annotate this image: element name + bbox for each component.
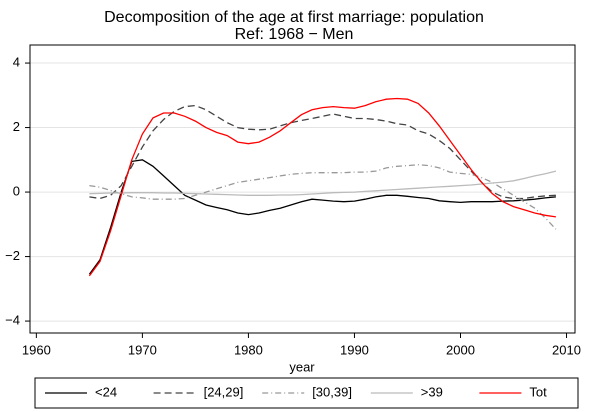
x-tick-label: 1970 [128,342,157,357]
legend-label: >39 [421,384,443,399]
series-line [89,164,557,230]
series-line [88,97,556,277]
series-line [88,159,556,275]
x-tick-label: 2010 [552,342,581,357]
legend-label: <24 [95,384,117,399]
x-tick-label: 2000 [446,342,475,357]
y-tick-label: 4 [13,54,20,69]
y-tick-label: −4 [5,313,20,328]
chart-subtitle: Ref: 1968 − Men [235,26,354,43]
legend-label: Tot [529,384,547,399]
x-tick-label: 1980 [234,342,263,357]
y-tick-label: 2 [13,119,20,134]
y-tick-label: −2 [5,248,20,263]
series-line [89,170,557,196]
chart-title: Decomposition of the age at first marria… [104,9,484,26]
legend-label: [30,39] [312,384,352,399]
y-tick-label: 0 [13,184,20,199]
x-tick-label: 1990 [340,342,369,357]
x-axis-label: year [289,359,315,374]
x-tick-label: 1960 [22,342,51,357]
plot-frame [29,44,576,334]
legend-label: [24,29] [204,384,244,399]
